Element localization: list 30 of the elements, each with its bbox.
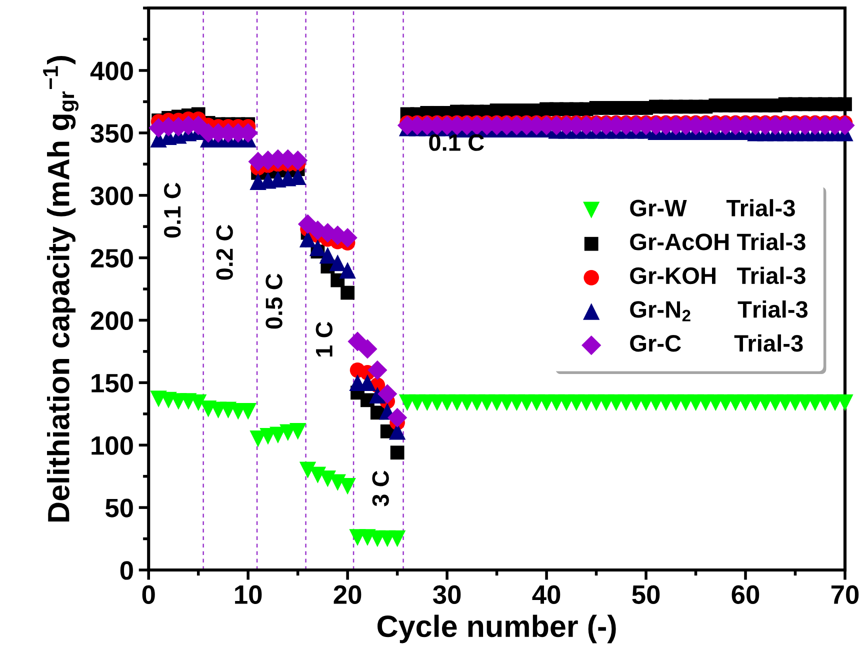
x-tick-label: 60 (732, 585, 760, 604)
annotation: 0.1 C (429, 134, 484, 151)
y-tick-label: 250 (90, 248, 133, 268)
y-tick-label: 0 (120, 561, 133, 580)
x-tick-label: 30 (432, 585, 461, 604)
legend-label: Gr-W Trial-3 (630, 199, 795, 217)
x-axis-title: Cycle number (-) (378, 614, 616, 644)
x-tick-label: 0 (142, 585, 155, 604)
annotation: 3 C (372, 470, 389, 506)
y-tick-label: 200 (90, 311, 133, 330)
legend-label: Gr-C Trial-3 (630, 334, 803, 352)
text: Gr-N$_{2}$ Trial-3 (630, 300, 808, 322)
x-tick-label: 20 (334, 585, 362, 604)
x-tick-label: 50 (632, 585, 660, 604)
y-tick-label: 150 (92, 374, 133, 392)
y-tick-label: 350 (90, 124, 133, 143)
y-tick-label: 50 (105, 498, 133, 518)
x-tick-label: 70 (831, 585, 859, 604)
x-tick-label: 10 (235, 585, 262, 604)
y-tick-label: 300 (90, 186, 133, 206)
annotation: 1 C (316, 322, 333, 356)
y-axis-title: Delithiation capacity (mAh g$_{gr}$$^{−1}$) (43, 56, 79, 522)
y-tick-label: 400 (90, 62, 133, 80)
y-tick-label: 100 (92, 436, 133, 455)
x-tick-label: 40 (532, 585, 560, 604)
legend-label: Gr-AcOH Trial-3 (630, 232, 806, 250)
annotation: 0.5 C (266, 274, 282, 329)
annotation: 0.2 C (216, 224, 233, 280)
annotation: 0.1 C (164, 182, 181, 238)
legend-label: Gr-KOH Trial-3 (630, 266, 806, 284)
